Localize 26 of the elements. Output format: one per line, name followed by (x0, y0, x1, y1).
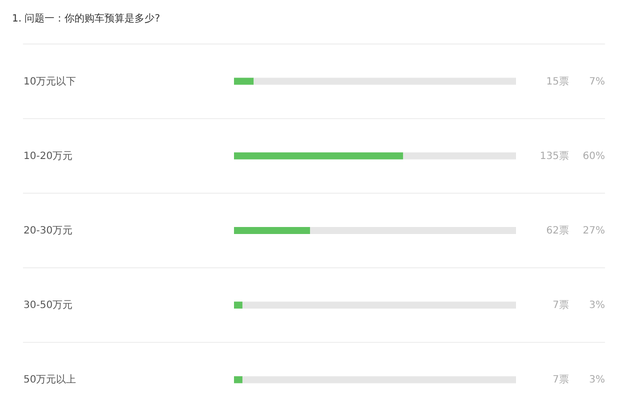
text: 62票 (546, 226, 569, 236)
bar (310, 227, 516, 234)
bar (242, 302, 516, 309)
text: 7票 (552, 374, 569, 386)
y-tick-label: 10万元以下 (24, 75, 76, 88)
bar (254, 78, 516, 85)
data-label: 27% (582, 226, 605, 236)
y-tick-label: 20-30万元 (24, 226, 73, 236)
bar (234, 227, 310, 234)
text: 1. 问题一：你的购车预算是多少? (12, 12, 160, 24)
data-label: 7% (589, 76, 605, 88)
text: 135票 (540, 150, 569, 162)
text: 15票 (546, 76, 569, 88)
bar (242, 376, 516, 384)
data-label: 60% (582, 150, 605, 162)
y-tick-label: 10-20万元 (24, 150, 73, 162)
data-label: 3% (589, 300, 605, 312)
bar (234, 78, 254, 85)
text: 7票 (552, 300, 569, 312)
data-label: 3% (589, 374, 605, 386)
y-tick-label: 50万元以上 (24, 374, 76, 386)
bar (234, 376, 242, 384)
bar (234, 302, 242, 309)
bar (403, 152, 516, 160)
bar (234, 152, 404, 160)
y-tick-label: 30-50万元 (24, 300, 73, 312)
